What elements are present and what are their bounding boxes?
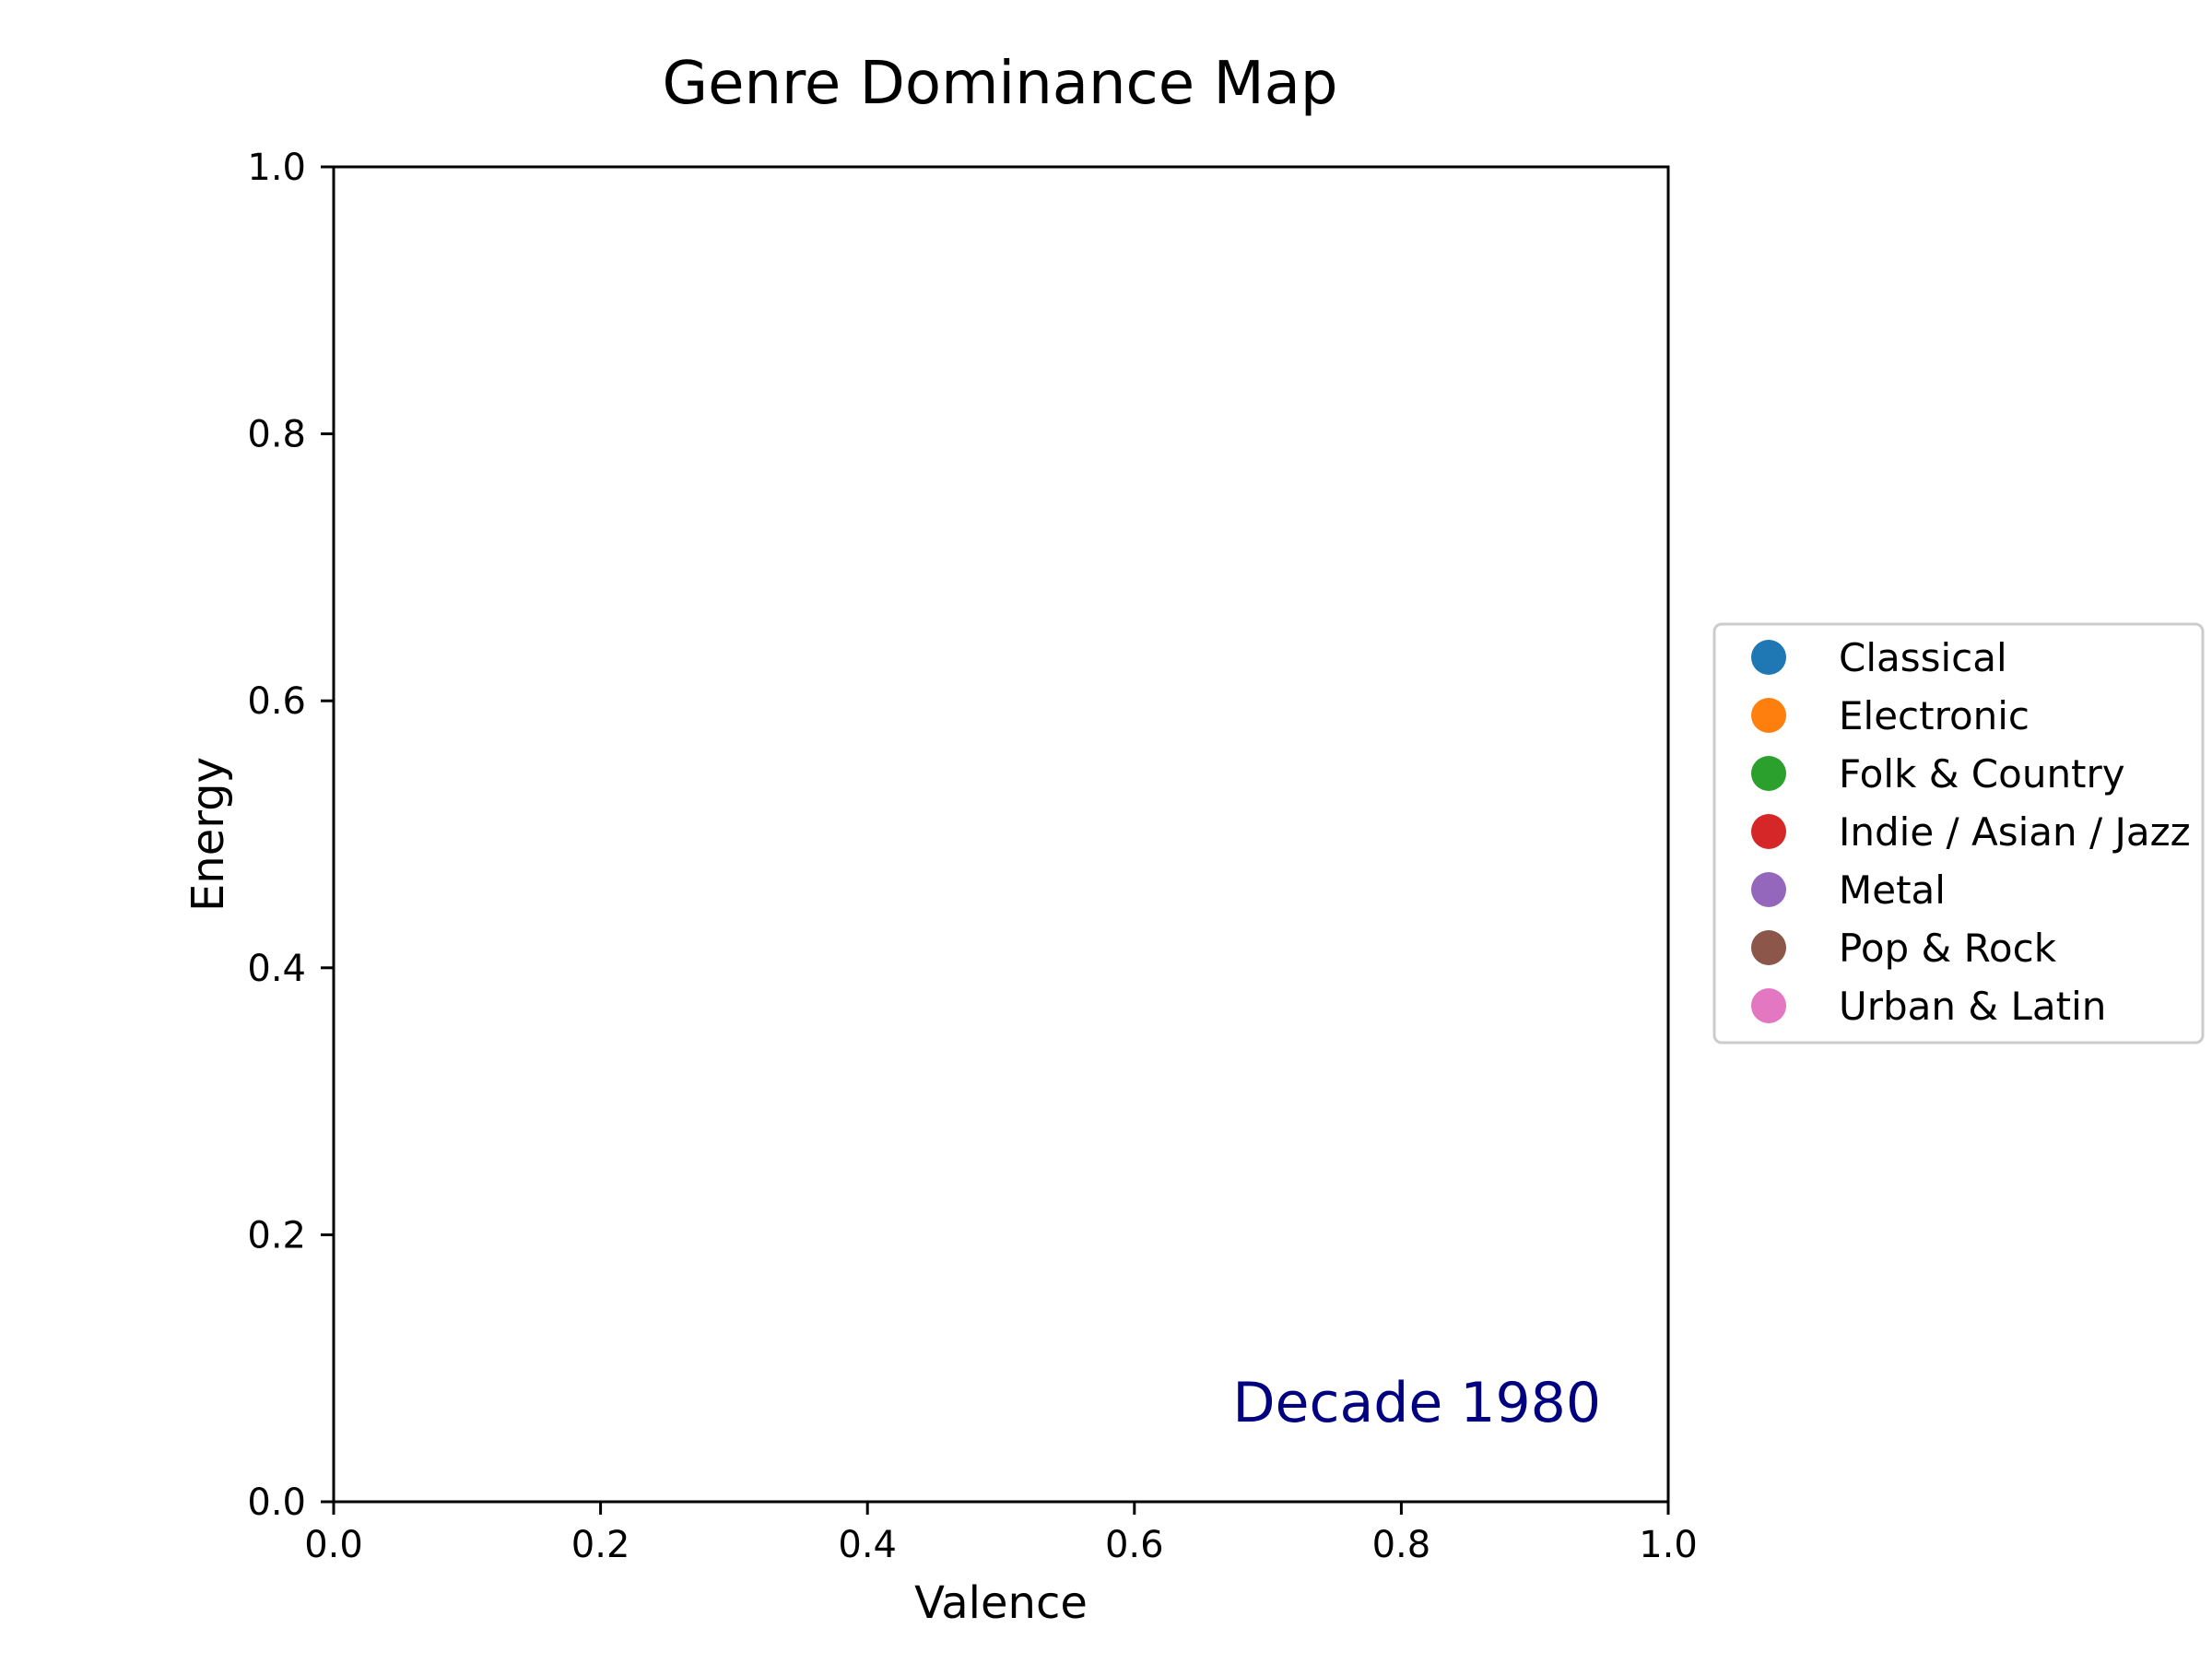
y-tick-label: 0.0 (247, 1481, 306, 1524)
y-tick-label: 0.8 (247, 414, 306, 456)
legend-box (1712, 622, 2205, 1044)
legend-label: Indie / Asian / Jazz (1839, 809, 2191, 855)
legend-marker (1751, 698, 1786, 733)
chart-title: Genre Dominance Map (662, 50, 1337, 118)
legend-label: Electronic (1839, 693, 2030, 738)
x-tick-label: 0.6 (1105, 1524, 1164, 1566)
x-tick-label: 0.8 (1372, 1524, 1431, 1566)
legend-marker (1751, 814, 1786, 849)
x-tick-label: 1.0 (1639, 1524, 1698, 1566)
y-tick-label: 0.6 (247, 680, 306, 723)
legend-label: Urban & Latin (1839, 984, 2106, 1029)
legend: Classical Electronic Folk & Country Indie /… (1712, 622, 2205, 1044)
legend-label: Folk & Country (1839, 751, 2125, 797)
plot-frame (332, 165, 1670, 1504)
legend-label: Metal (1839, 867, 1946, 913)
legend-marker (1751, 756, 1786, 791)
x-axis-label: Valence (914, 1577, 1088, 1629)
legend-marker (1751, 930, 1786, 965)
x-tick-label: 0.0 (304, 1524, 363, 1566)
legend-marker (1751, 988, 1786, 1023)
legend-label: Pop & Rock (1839, 926, 2057, 971)
legend-marker (1751, 640, 1786, 675)
y-tick-label: 0.2 (247, 1214, 306, 1257)
legend-label: Classical (1839, 635, 2007, 680)
y-tick-label: 0.4 (247, 948, 306, 990)
decade-annotation: Decade 1980 (1232, 1371, 1601, 1435)
x-axis-ticks: 0.0 0.2 0.4 0.6 0.8 1.0 (304, 1502, 1698, 1566)
x-tick-label: 0.4 (838, 1524, 897, 1566)
y-axis-ticks: 0.0 0.2 0.4 0.6 0.8 1.0 (247, 147, 334, 1524)
x-tick-label: 0.2 (571, 1524, 630, 1566)
legend-marker (1751, 872, 1786, 907)
y-axis-label: Energy (182, 757, 234, 912)
plot-area (332, 165, 1670, 1504)
y-tick-label: 1.0 (247, 147, 306, 189)
